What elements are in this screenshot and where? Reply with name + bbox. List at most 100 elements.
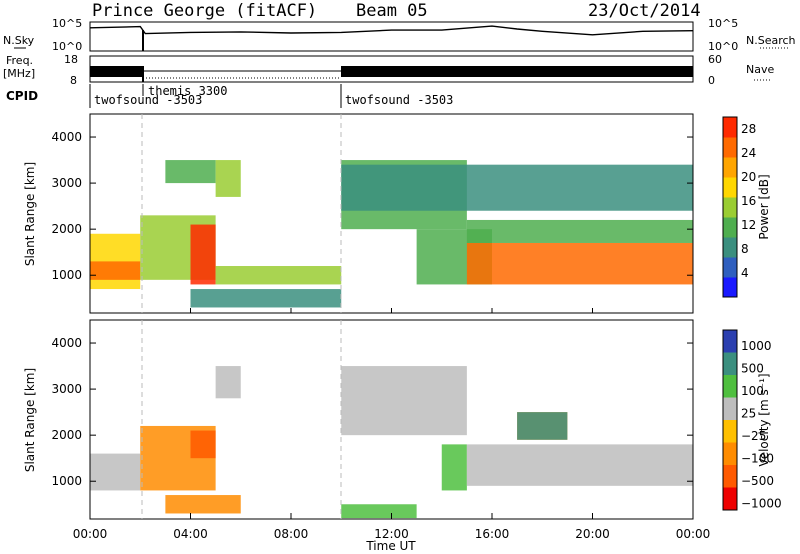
- station-title: Prince George (fitACF): [92, 1, 317, 21]
- velocity-data: [90, 366, 693, 519]
- power-colorbar-label: Power [dB]: [757, 174, 771, 239]
- velocity-colorbar-band: [723, 487, 737, 511]
- scatter-region: [190, 224, 216, 285]
- sky-panel: N.Sky 10^5 10^0 10^5 10^0 N.Search: [3, 17, 796, 53]
- time-tick-label: 20:00: [575, 527, 610, 541]
- power-data: [90, 160, 693, 308]
- scatter-region: [466, 444, 693, 486]
- freq-block-2: [341, 66, 693, 77]
- scatter-region: [90, 453, 141, 491]
- power-colorbar-tick-label: 20: [741, 170, 756, 184]
- velocity-colorbar-tick-label: 25: [741, 406, 756, 420]
- velocity-colorbar-tick-label: 1000: [741, 339, 772, 353]
- nsearch-tick-high: 10^5: [708, 17, 738, 30]
- power-colorbar-tick-label: 12: [741, 218, 756, 232]
- scatter-region: [165, 160, 216, 184]
- velocity-colorbar-label: Velocity [m s⁻¹]: [757, 373, 771, 466]
- time-tick-label: 00:00: [73, 527, 108, 541]
- power-colorbar-tick-label: 24: [741, 146, 756, 160]
- nave-tick-low: 0: [708, 74, 715, 87]
- nsearch-label: N.Search: [746, 34, 796, 47]
- power-colorbar-tick-label: 4: [741, 266, 749, 280]
- power-ylabel: Slant Range [km]: [23, 162, 37, 266]
- velocity-colorbar-tick-label: −100: [741, 451, 774, 465]
- scatter-region: [190, 289, 342, 308]
- range-tick-label: 3000: [51, 382, 82, 396]
- freq-block-1: [90, 66, 143, 77]
- range-tick-label: 1000: [51, 268, 82, 282]
- scatter-region: [215, 160, 241, 197]
- velocity-colorbar-band: [723, 352, 737, 376]
- power-colorbar-band: [723, 217, 737, 238]
- time-axis-label: Time UT: [365, 539, 416, 553]
- date-label: 23/Oct/2014: [588, 1, 701, 21]
- power-colorbar-band: [723, 117, 737, 138]
- velocity-colorbar-tick-label: −500: [741, 474, 774, 488]
- velocity-ylabel: Slant Range [km]: [23, 368, 37, 472]
- time-tick-label: 00:00: [676, 527, 711, 541]
- nsearch-tick-low: 10^0: [708, 40, 738, 53]
- nsky-tick-low: 10^0: [52, 40, 82, 53]
- power-colorbar-band: [723, 157, 737, 178]
- power-colorbar-band: [723, 257, 737, 278]
- scatter-region: [341, 504, 417, 519]
- range-tick-label: 2000: [51, 428, 82, 442]
- freq-tick-low: 8: [70, 74, 77, 87]
- range-tick-label: 1000: [51, 474, 82, 488]
- time-tick-label: 04:00: [173, 527, 208, 541]
- nave-tick-high: 60: [708, 53, 722, 66]
- scatter-region: [190, 430, 216, 459]
- velocity-colorbar-band: [723, 375, 737, 398]
- nsky-trace: [89, 25, 694, 36]
- velocity-colorbar-band: [723, 465, 737, 488]
- freq-label: Freq.: [6, 54, 33, 67]
- velocity-colorbar-bands: [723, 330, 737, 511]
- velocity-y-axis: 1000 2000 3000 4000: [51, 336, 693, 488]
- power-panel: 1000 2000 3000 4000 Slant Range [km]: [23, 113, 694, 314]
- velocity-colorbar-band: [723, 330, 737, 353]
- power-colorbar-ticks: 4 8 12 16 20 24 28: [741, 122, 756, 280]
- velocity-colorbar-tick-label: 100: [741, 384, 764, 398]
- freq-panel: Freq. [MHz] 18 8 60 0 Nave: [3, 53, 774, 87]
- cpid-segment-1: twofsound -3503: [94, 93, 202, 107]
- power-colorbar-band: [723, 137, 737, 158]
- nsky-label: N.Sky: [3, 34, 35, 47]
- velocity-colorbar-band: [723, 397, 737, 421]
- power-colorbar-frame: [722, 116, 738, 298]
- scatter-region: [215, 366, 241, 399]
- range-tick-label: 3000: [51, 176, 82, 190]
- range-tick-label: 2000: [51, 222, 82, 236]
- time-tick-label: 08:00: [274, 527, 309, 541]
- power-colorbar: 4 8 12 16 20 24 28 Power [dB]: [722, 116, 771, 298]
- scatter-region: [341, 164, 693, 211]
- velocity-colorbar-tick-label: −25: [741, 429, 766, 443]
- beam-label: Beam 05: [356, 1, 428, 21]
- cpid-label: CPID: [6, 89, 38, 103]
- velocity-colorbar-tick-label: −1000: [741, 496, 782, 510]
- time-tick-label: 12:00: [374, 527, 409, 541]
- power-colorbar-band: [723, 197, 737, 218]
- power-y-axis: 1000 2000 3000 4000: [51, 130, 693, 282]
- velocity-colorbar: 1000 500 100 25 −25 −100 −500 −1000 Velocity [m…: [722, 329, 782, 511]
- cpid-segment-3: twofsound -3503: [345, 93, 453, 107]
- scatter-region: [441, 444, 467, 491]
- time-axis: 00:00 04:00 08:00 12:00 16:00 20:00 00:00: [73, 308, 711, 541]
- cpid-row: CPID twofsound -3503 themis 3300 twofsou…: [6, 84, 453, 108]
- scatter-region: [517, 412, 568, 440]
- scatter-region: [215, 266, 342, 285]
- scatter-region: [165, 495, 241, 514]
- power-colorbar-band: [723, 177, 737, 198]
- power-colorbar-tick-label: 28: [741, 122, 756, 136]
- freq-unit-label: [MHz]: [3, 67, 35, 80]
- scatter-region: [466, 219, 693, 243]
- nave-label: Nave: [746, 63, 774, 76]
- freq-tick-high: 18: [64, 53, 78, 66]
- velocity-colorbar-band: [723, 442, 737, 466]
- velocity-panel: 1000 2000 3000 4000 Slant Range [km]: [23, 319, 694, 520]
- scatter-region: [341, 366, 467, 436]
- cpid-segment-2: themis 3300: [148, 84, 227, 98]
- sky-panel-frame: [89, 21, 694, 52]
- nsky-tick-high: 10^5: [52, 17, 82, 30]
- scatter-region: [90, 261, 141, 280]
